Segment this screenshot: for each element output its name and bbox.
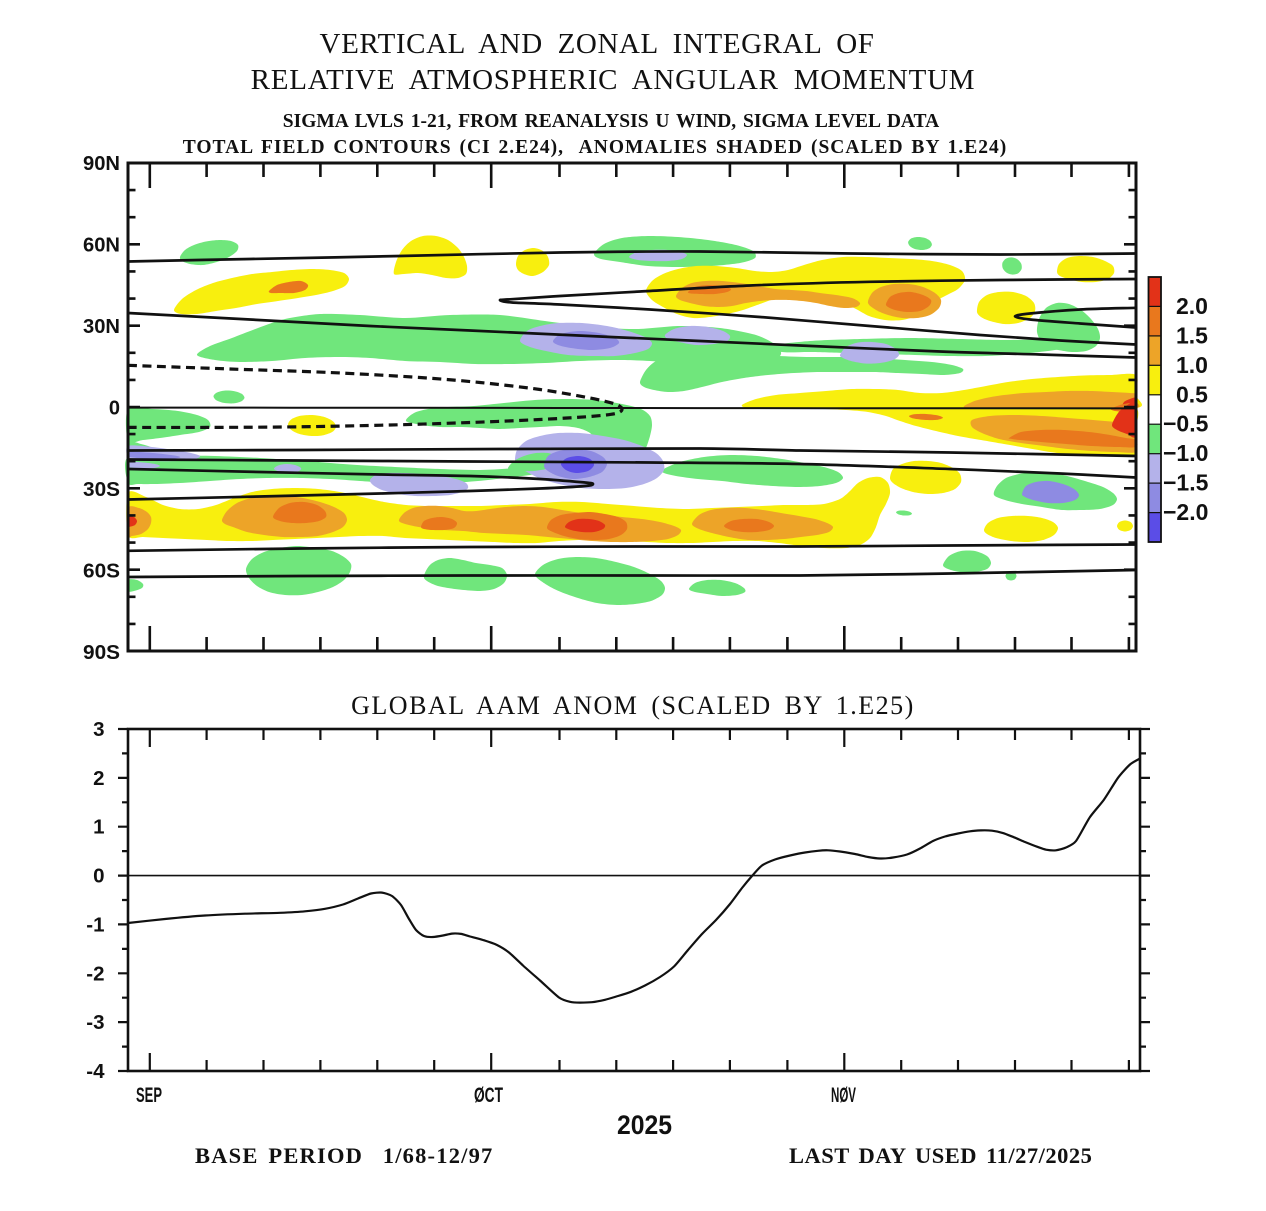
svg-text:ØCT: ØCT: [474, 1084, 503, 1107]
svg-text:RELATIVE ATMOSPHERIC ANGULAR M: RELATIVE ATMOSPHERIC ANGULAR MOMENTUM: [251, 64, 976, 96]
svg-text:-3: -3: [86, 1011, 104, 1034]
svg-text:1: 1: [93, 816, 104, 839]
svg-text:2: 2: [93, 767, 104, 790]
svg-text:2025: 2025: [617, 1110, 672, 1140]
svg-text:−2.0: −2.0: [1163, 499, 1208, 525]
svg-text:NØV: NØV: [831, 1084, 856, 1107]
svg-text:LAST DAY USED 11/27/2025: LAST DAY USED 11/27/2025: [789, 1143, 1092, 1168]
svg-text:BASE PERIOD 1/68-12/97: BASE PERIOD 1/68-12/97: [195, 1143, 494, 1168]
svg-text:2.0: 2.0: [1176, 293, 1208, 319]
svg-text:30S: 30S: [83, 479, 120, 501]
svg-text:1.5: 1.5: [1176, 322, 1208, 348]
svg-text:30N: 30N: [83, 316, 120, 338]
svg-text:60S: 60S: [83, 561, 120, 583]
svg-text:-1: -1: [86, 913, 104, 936]
svg-text:-2: -2: [86, 962, 104, 985]
svg-text:SIGMA LVLS 1-21, FROM REANALYS: SIGMA LVLS 1-21, FROM REANALYSIS U WIND,…: [283, 111, 939, 132]
svg-text:3: 3: [93, 718, 104, 741]
svg-text:90S: 90S: [83, 642, 120, 664]
svg-text:1.0: 1.0: [1176, 352, 1208, 378]
svg-text:GLOBAL AAM ANOM (SCALED BY 1.E: GLOBAL AAM ANOM (SCALED BY 1.E25): [351, 691, 915, 720]
svg-text:90N: 90N: [83, 153, 120, 175]
svg-text:60N: 60N: [83, 235, 120, 257]
svg-text:TOTAL FIELD CONTOURS (CI 2.E24: TOTAL FIELD CONTOURS (CI 2.E24), ANOMALI…: [183, 137, 1008, 158]
svg-text:-4: -4: [86, 1060, 105, 1083]
svg-text:−0.5: −0.5: [1163, 411, 1209, 437]
svg-text:SEP: SEP: [136, 1084, 162, 1107]
svg-text:VERTICAL AND ZONAL INTEGRAL OF: VERTICAL AND ZONAL INTEGRAL OF: [320, 28, 875, 60]
svg-text:−1.0: −1.0: [1163, 440, 1208, 466]
svg-text:0: 0: [93, 865, 104, 888]
svg-text:0.5: 0.5: [1176, 381, 1208, 407]
svg-text:−1.5: −1.5: [1163, 470, 1209, 496]
svg-text:0: 0: [109, 398, 120, 420]
